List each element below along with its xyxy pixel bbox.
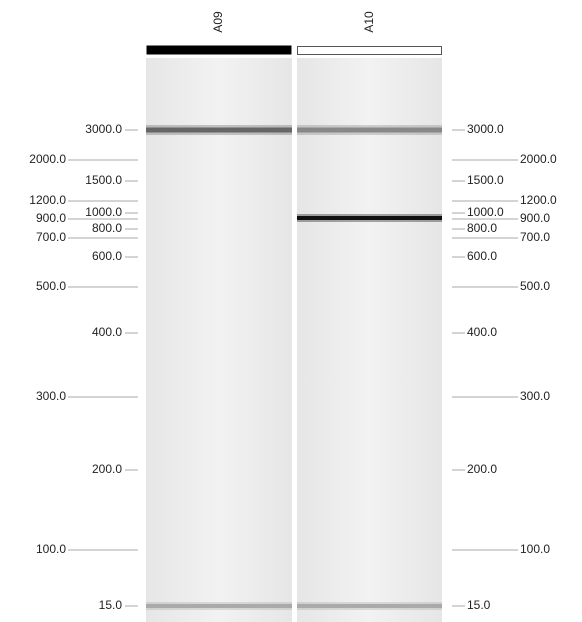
- band: [297, 216, 442, 220]
- lane-label: A09: [211, 11, 225, 33]
- band: [297, 128, 442, 133]
- ladder-label: 500.0: [36, 279, 66, 293]
- ladder-label: 900.0: [520, 211, 550, 225]
- ladder-label: 200.0: [92, 462, 122, 476]
- band: [146, 604, 292, 608]
- ladder-label: 500.0: [520, 279, 550, 293]
- ladder-label: 200.0: [467, 462, 497, 476]
- band: [146, 128, 292, 133]
- ladder-label: 600.0: [467, 249, 497, 263]
- ladder-label: 15.0: [99, 598, 123, 612]
- ladder-label: 1500.0: [467, 173, 504, 187]
- ladder-label: 3000.0: [467, 122, 504, 136]
- band: [297, 604, 442, 608]
- ladder-label: 600.0: [92, 249, 122, 263]
- lane-header[interactable]: [147, 46, 291, 54]
- ladder-label: 900.0: [36, 211, 66, 225]
- lane: [146, 58, 292, 622]
- ladder-label: 100.0: [520, 542, 550, 556]
- ladder-label: 2000.0: [520, 152, 557, 166]
- gel-image: A09 A10 3000.0 3000.0 2000.0 2000.0 1500.0 15…: [0, 0, 582, 622]
- ladder-label: 1000.0: [467, 205, 504, 219]
- ladder-label: 300.0: [520, 389, 550, 403]
- ladder-label: 400.0: [467, 325, 497, 339]
- ladder-label: 3000.0: [85, 122, 122, 136]
- ladder-label: 100.0: [36, 542, 66, 556]
- ladder-label: 700.0: [36, 230, 66, 244]
- ladder-label: 400.0: [92, 325, 122, 339]
- ladder-label: 1200.0: [520, 193, 557, 207]
- ladder: 3000.0 3000.0 2000.0 2000.0 1500.0 1500.0 1200…: [29, 122, 557, 612]
- ladder-label: 2000.0: [29, 152, 66, 166]
- ladder-label: 800.0: [92, 221, 122, 235]
- ladder-label: 1200.0: [29, 193, 66, 207]
- ladder-label: 300.0: [36, 389, 66, 403]
- lane-header[interactable]: [298, 47, 442, 55]
- lane-label: A10: [362, 11, 376, 33]
- lane: [297, 58, 442, 622]
- ladder-label: 15.0: [467, 598, 491, 612]
- ladder-label: 800.0: [467, 221, 497, 235]
- ladder-label: 1000.0: [85, 205, 122, 219]
- ladder-label: 1500.0: [85, 173, 122, 187]
- ladder-label: 700.0: [520, 230, 550, 244]
